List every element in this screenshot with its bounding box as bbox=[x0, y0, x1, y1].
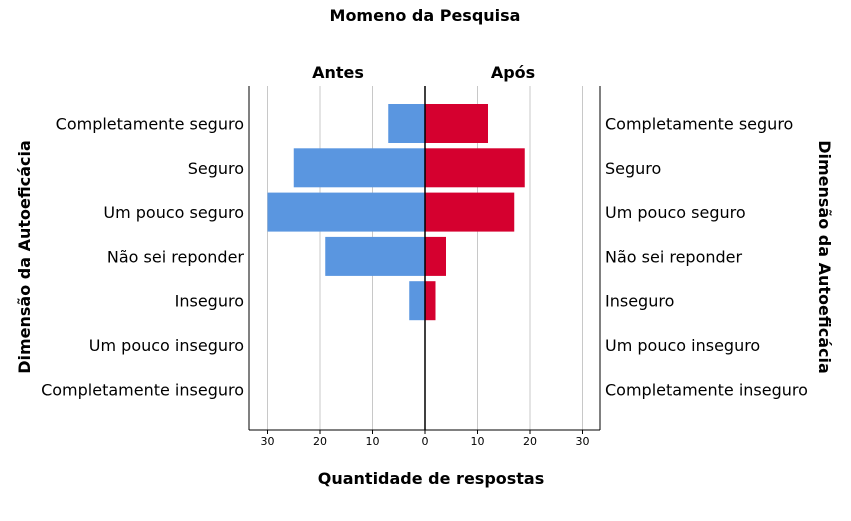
category-labels-left: Completamente seguro Seguro Um pouco segur… bbox=[41, 115, 244, 400]
x-tick-label: 20 bbox=[313, 435, 327, 448]
panel-label-antes: Antes bbox=[312, 63, 364, 82]
panel-label-apos: Após bbox=[491, 63, 535, 82]
category-labels-right: Completamente seguro Seguro Um pouco segur… bbox=[605, 115, 808, 400]
category-label-left: Completamente seguro bbox=[56, 115, 244, 134]
bar-antes-2 bbox=[267, 192, 425, 232]
bar-antes-0 bbox=[388, 104, 425, 143]
chart-title: Momeno da Pesquisa bbox=[330, 6, 521, 25]
y-axis-title-right: Dimensão da Autoeficácia bbox=[815, 140, 834, 374]
x-tick-label: 30 bbox=[261, 435, 275, 448]
y-axis-title-left: Dimensão da Autoeficácia bbox=[15, 140, 34, 374]
bar-apos-4 bbox=[425, 281, 436, 321]
category-label-left: Seguro bbox=[188, 159, 244, 178]
category-label-left: Inseguro bbox=[175, 292, 244, 311]
bar-apos-1 bbox=[425, 148, 525, 188]
category-label-right: Completamente seguro bbox=[605, 115, 793, 134]
x-tick-label: 20 bbox=[523, 435, 537, 448]
category-label-right: Não sei reponder bbox=[605, 247, 743, 266]
bar-antes-4 bbox=[409, 281, 425, 321]
gridlines bbox=[267, 86, 583, 430]
x-axis-title: Quantidade de respostas bbox=[318, 469, 545, 488]
bar-apos-3 bbox=[425, 236, 446, 276]
category-label-left: Completamente inseguro bbox=[41, 380, 244, 399]
category-label-right: Completamente inseguro bbox=[605, 380, 808, 399]
x-tick-label: 30 bbox=[576, 435, 590, 448]
category-label-right: Seguro bbox=[605, 159, 661, 178]
category-label-left: Não sei reponder bbox=[107, 247, 245, 266]
bar-antes-3 bbox=[325, 236, 425, 276]
category-label-left: Um pouco inseguro bbox=[89, 336, 244, 355]
bar-antes-1 bbox=[293, 148, 425, 188]
category-label-left: Um pouco seguro bbox=[103, 203, 244, 222]
plot-frame bbox=[248, 86, 601, 431]
x-tick-label: 10 bbox=[366, 435, 380, 448]
bar-apos-2 bbox=[425, 192, 515, 232]
category-label-right: Um pouco seguro bbox=[605, 203, 746, 222]
x-tick-label: 10 bbox=[471, 435, 485, 448]
bar-apos-0 bbox=[425, 104, 488, 143]
category-label-right: Inseguro bbox=[605, 292, 674, 311]
x-ticks: 30 20 10 0 10 20 30 bbox=[261, 430, 590, 448]
category-label-right: Um pouco inseguro bbox=[605, 336, 760, 355]
bars bbox=[267, 104, 525, 321]
x-tick-label: 0 bbox=[422, 435, 429, 448]
